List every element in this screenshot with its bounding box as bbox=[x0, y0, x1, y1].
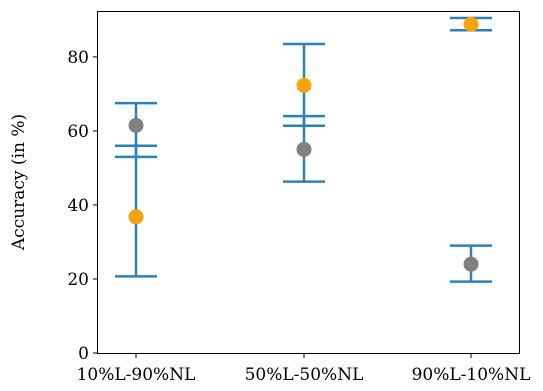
data-point bbox=[296, 77, 312, 93]
y-tick-label: 80 bbox=[67, 48, 89, 68]
y-tick-label: 60 bbox=[67, 122, 89, 142]
y-tick-label: 20 bbox=[67, 270, 89, 290]
data-point bbox=[128, 209, 144, 225]
y-axis: 0 20 40 60 80 bbox=[67, 48, 98, 364]
x-tick-label: 10%L-90%NL bbox=[77, 365, 196, 385]
x-tick-label: 50%L-50%NL bbox=[245, 365, 364, 385]
plot-frame bbox=[97, 11, 520, 354]
x-axis: 10%L-90%NL 50%L-50%NL 90%L-10%NL bbox=[77, 353, 531, 385]
chart-marks bbox=[115, 16, 492, 283]
y-tick-label: 40 bbox=[67, 196, 89, 216]
x-tick-label: 90%L-10%NL bbox=[412, 365, 531, 385]
data-point bbox=[296, 141, 312, 157]
data-point bbox=[128, 117, 144, 133]
y-axis-label: Accuracy (in %) bbox=[9, 114, 29, 251]
data-point bbox=[463, 16, 479, 32]
y-tick-label: 0 bbox=[78, 344, 89, 364]
data-point bbox=[463, 256, 479, 272]
